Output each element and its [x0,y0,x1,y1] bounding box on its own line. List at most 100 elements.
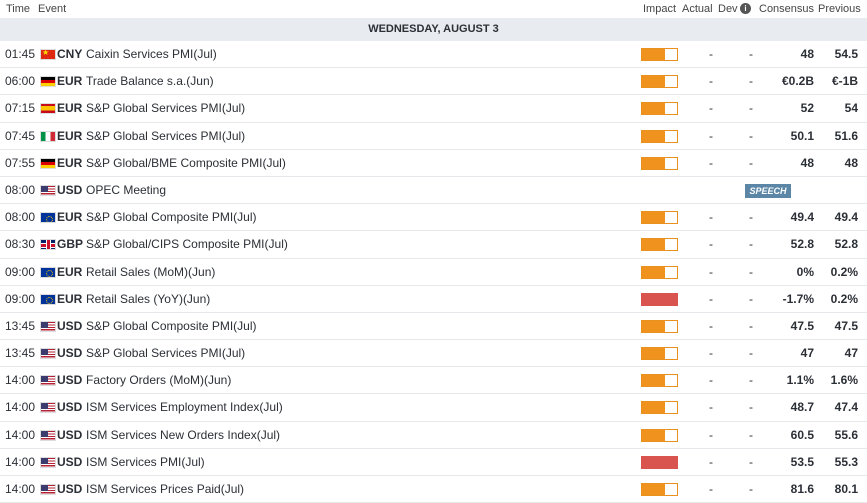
consensus-value: 48 [800,155,814,170]
flag-icon [40,348,56,360]
table-row[interactable]: 14:00 USD ISM Services PMI(Jul) - - 53.5 55.3 [0,449,867,476]
flag-icon [40,103,56,115]
table-row[interactable]: 07:45 EUR S&P Global Services PMI(Jul) - - 50… [0,123,867,150]
impact-bar [641,102,678,116]
table-row[interactable]: 07:15 EUR S&P Global Services PMI(Jul) - - 52… [0,95,867,123]
table-row[interactable]: 09:00 EUR Retail Sales (YoY)(Jun) - - -1.7% 0.… [0,286,867,313]
table-row[interactable]: 08:00 EUR S&P Global Composite PMI(Jul) - - 4… [0,204,867,232]
flag-icon [40,429,56,441]
event-name[interactable]: Factory Orders (MoM)(Jun) [86,373,232,388]
impact-indicator [641,455,678,469]
event-name[interactable]: S&P Global/BME Composite PMI(Jul) [86,155,286,170]
flag-icon [40,456,56,468]
header-previous[interactable]: Previous [818,3,861,15]
us-flag-icon [40,456,56,468]
actual-value: - [709,373,713,388]
impact-indicator [641,156,678,170]
currency-code: EUR [57,101,83,116]
actual-value: - [709,237,713,252]
table-row[interactable]: 06:00 EUR Trade Balance s.a.(Jun) - - €0.2B €-… [0,68,867,96]
table-row[interactable]: 07:55 EUR S&P Global/BME Composite PMI(Jul… [0,150,867,177]
table-row[interactable]: 14:00 USD Factory Orders (MoM)(Jun) - - 1.1% 1… [0,367,867,395]
flag-icon [40,402,56,414]
event-time: 14:00 [5,427,36,442]
consensus-value: 48 [800,47,814,61]
event-name[interactable]: OPEC Meeting [86,182,167,197]
event-name[interactable]: Trade Balance s.a.(Jun) [86,74,214,89]
table-row[interactable]: 08:00 USD OPEC Meeting SPEECH [0,177,867,205]
previous-value: 51.6 [834,128,858,143]
impact-bar [641,374,678,388]
event-name[interactable]: S&P Global Services PMI(Jul) [86,346,246,361]
impact-bar [641,156,678,170]
actual-value: - [709,210,713,225]
event-name[interactable]: S&P Global Services PMI(Jul) [86,128,246,143]
table-row[interactable]: 13:45 USD S&P Global Composite PMI(Jul) - - 4… [0,313,867,341]
actual-value: - [709,101,713,116]
table-row[interactable]: 13:45 USD S&P Global Services PMI(Jul) - - 47… [0,340,867,368]
consensus-value: 1.1% [786,373,814,388]
previous-value: 55.3 [834,454,858,469]
deviation-value: - [749,346,753,361]
table-row[interactable]: 08:30 GBP S&P Global/CIPS Composite PMI(Ju… [0,231,867,259]
event-name[interactable]: ISM Services New Orders Index(Jul) [86,427,281,442]
header-event[interactable]: Event [38,3,67,15]
table-row[interactable]: 14:00 USD ISM Services New Orders Index(Ju… [0,422,867,449]
event-name[interactable]: ISM Services Prices Paid(Jul) [86,482,245,496]
event-time: 14:00 [5,482,36,496]
table-row[interactable]: 14:00 USD ISM Services Employment Index(Ju… [0,394,867,422]
flag-icon [40,49,56,60]
deviation-value: - [749,264,753,279]
eu-flag-icon [40,293,56,305]
flag-icon [40,212,56,224]
event-name[interactable]: ISM Services PMI(Jul) [86,454,205,469]
event-name[interactable]: S&P Global Composite PMI(Jul) [86,318,257,333]
flag-icon [40,266,56,278]
impact-indicator [641,211,678,225]
event-name[interactable]: Retail Sales (MoM)(Jun) [86,264,216,279]
header-time[interactable]: Time [6,3,31,15]
table-row[interactable]: 09:00 EUR Retail Sales (MoM)(Jun) - - 0% 0.2% [0,259,867,286]
info-icon[interactable]: i [740,3,751,14]
header-dev[interactable]: Dev [718,3,738,15]
flag-icon [40,293,56,305]
event-time: 01:45 [5,47,36,61]
event-time: 14:00 [5,400,36,415]
header-consensus[interactable]: Consensus [759,3,815,15]
actual-value: - [709,482,713,496]
impact-indicator [641,319,678,333]
previous-value: 54 [844,101,858,116]
us-flag-icon [40,375,56,387]
event-time: 13:45 [5,346,36,361]
previous-value: 1.6% [830,373,858,388]
header-impact[interactable]: Impact [643,3,677,15]
event-name[interactable]: Caixin Services PMI(Jul) [86,47,217,61]
currency-code: USD [57,482,83,496]
eu-flag-icon [40,212,56,224]
deviation-value: - [749,291,753,306]
event-name[interactable]: ISM Services Employment Index(Jul) [86,400,283,415]
event-name[interactable]: S&P Global Services PMI(Jul) [86,101,246,116]
impact-indicator [641,265,678,279]
actual-value: - [709,47,713,61]
consensus-value: 47 [800,346,814,361]
consensus-value [760,177,814,204]
currency-code: EUR [57,155,83,170]
impact-bar [641,455,678,469]
consensus-value: €0.2B [781,74,814,89]
table-row[interactable]: 14:00 USD ISM Services Prices Paid(Jul) - - 8… [0,476,867,503]
deviation-value: - [749,47,753,61]
es-flag-icon [40,103,56,115]
header-actual[interactable]: Actual [682,3,713,15]
currency-code: EUR [57,74,83,89]
consensus-value: 81.6 [790,482,814,496]
event-name[interactable]: S&P Global/CIPS Composite PMI(Jul) [86,237,288,252]
currency-code: EUR [57,210,83,225]
deviation-value: - [749,400,753,415]
event-name[interactable]: S&P Global Composite PMI(Jul) [86,210,257,225]
event-name[interactable]: Retail Sales (YoY)(Jun) [86,291,211,306]
consensus-value: 50.1 [790,128,814,143]
currency-code: USD [57,182,83,197]
